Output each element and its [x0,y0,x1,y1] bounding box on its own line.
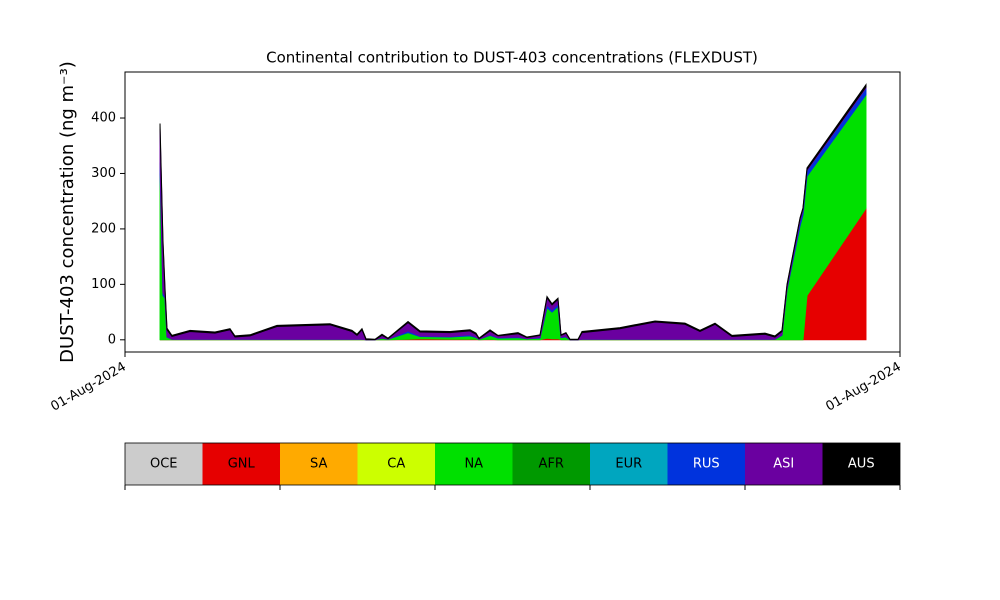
legend-label: AUS [848,457,875,472]
legend-label: NA [464,457,483,472]
legend-label: SA [310,457,327,472]
legend-swatch [202,443,280,485]
legend-swatch [435,443,513,485]
legend-label: OCE [150,457,178,472]
plot-frame [124,71,901,353]
area [159,83,867,341]
colorbar-ticks [124,485,901,490]
y-tick-label: 0 [108,332,116,347]
legend-swatch [280,443,358,485]
legend-swatch [357,443,435,485]
y-tick-label: 300 [91,166,116,181]
legend-swatch [512,443,590,485]
legend-swatch [822,443,900,485]
legend-swatch [125,443,203,485]
y-tick-label: 100 [91,277,116,292]
legend-label: ASI [773,457,794,472]
y-tick-label: 400 [91,111,116,126]
legend-label: GNL [228,457,256,472]
legend-label: AFR [539,457,564,472]
legend-label: RUS [693,457,720,472]
chart-title: Continental contribution to DUST-403 con… [266,49,758,67]
y-axis-label: DUST-403 concentration (ng m⁻³) [57,61,78,363]
legend-label: CA [387,457,405,472]
legend-swatch [667,443,745,485]
y-tick-label: 200 [91,221,116,236]
colorbar-frame [124,442,901,486]
legend-swatch [745,443,823,485]
legend-label: EUR [615,457,642,472]
legend-swatch [590,443,668,485]
